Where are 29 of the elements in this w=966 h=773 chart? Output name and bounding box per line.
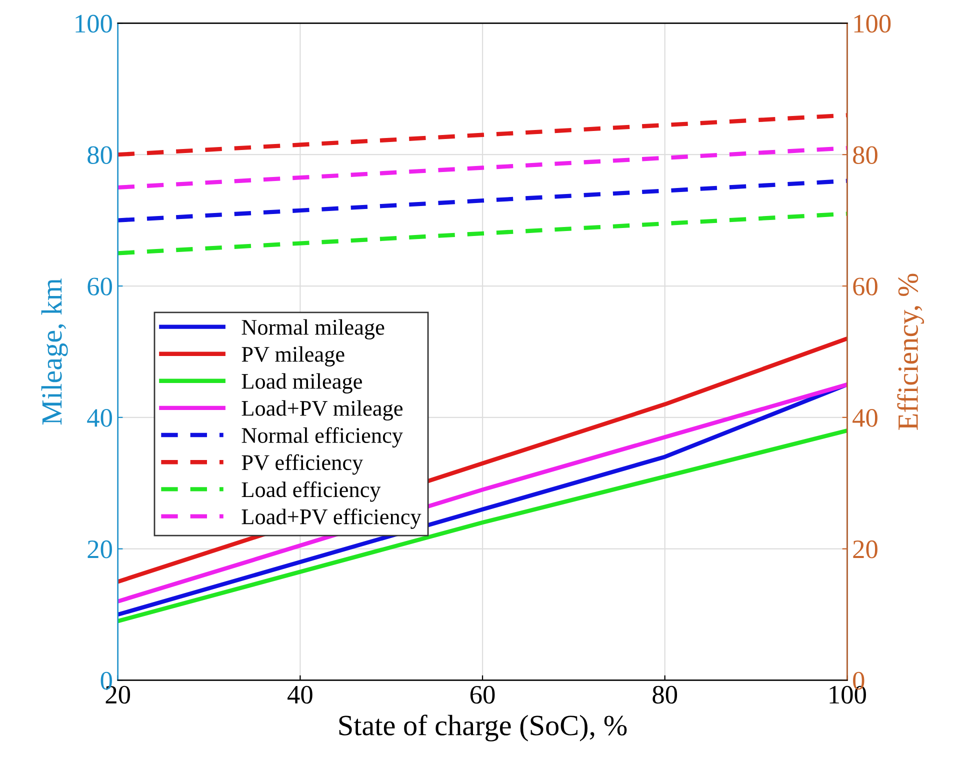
y2-tick-label: 40 [852, 409, 878, 427]
y-tick-label: 80 [88, 146, 112, 164]
legend-label: Load+PV mileage [242, 400, 402, 420]
x-axis-title: State of charge (SoC), % [339, 714, 627, 742]
y2-tick-label: 60 [853, 278, 878, 296]
y-tick-label: 40 [87, 409, 112, 427]
legend-label: Normal mileage [242, 319, 384, 340]
legend-label: PV efficiency [242, 454, 364, 475]
line-series [118, 113, 848, 157]
y2-tick-label: 80 [853, 146, 878, 164]
x-tick-label: 60 [470, 686, 495, 704]
y-tick-label: 60 [88, 278, 112, 296]
line-series [118, 212, 848, 256]
y2-tick-label: 100 [854, 14, 891, 33]
line-series [118, 146, 848, 190]
legend-label: Normal efficiency [242, 427, 403, 448]
legend-label: Load efficiency [242, 481, 381, 502]
y2-axis-title: Efficiency, % [897, 274, 924, 430]
line-series [118, 428, 848, 624]
legend-label: Load mileage [242, 373, 362, 394]
y-tick-label: 100 [76, 14, 112, 33]
line-series [118, 178, 848, 222]
legend-label: PV mileage [242, 346, 344, 366]
y-tick-label: 20 [88, 540, 112, 558]
legend-label: Load+PV efficiency [242, 508, 422, 529]
y-axis-title: Mileage, km [41, 278, 68, 425]
x-tick-label: 40 [288, 686, 312, 704]
y2-tick-label: 20 [853, 540, 878, 558]
x-tick-label: 80 [652, 686, 678, 704]
